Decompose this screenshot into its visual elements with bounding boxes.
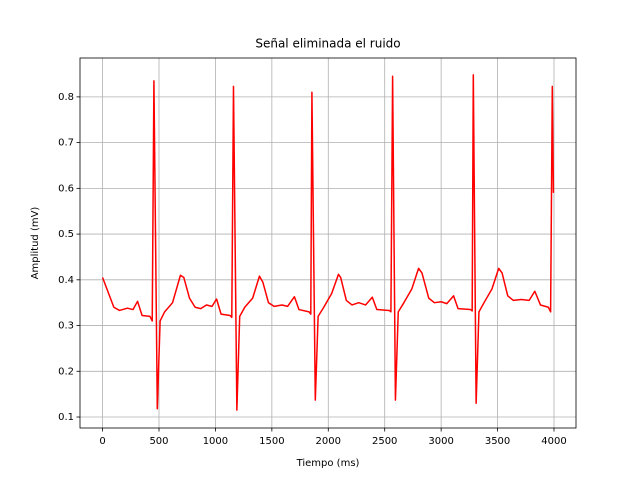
x-tick-label: 4000 [541, 436, 566, 447]
x-tick-label: 3000 [428, 436, 453, 447]
x-tick-label: 3500 [485, 436, 510, 447]
x-tick-label: 0 [99, 436, 105, 447]
x-tick-label: 1000 [203, 436, 228, 447]
y-axis-label: Amplitud (mV) [30, 207, 41, 280]
y-tick-label: 0.8 [58, 92, 74, 103]
y-tick-label: 0.6 [58, 183, 74, 194]
grid-layer [80, 58, 576, 428]
line-series [101, 74, 555, 411]
x-tick-label: 2500 [372, 436, 397, 447]
y-tick-label: 0.2 [58, 366, 74, 377]
x-tick-label: 2000 [316, 436, 341, 447]
y-tick-label: 0.5 [58, 229, 74, 240]
x-tick-label: 500 [149, 436, 168, 447]
y-tick-label: 0.3 [58, 321, 74, 332]
x-axis-label: Tiempo (ms) [296, 458, 360, 469]
y-tick-label: 0.7 [58, 138, 74, 149]
chart-title: Señal eliminada el ruido [255, 37, 400, 51]
y-tick-label: 0.4 [58, 275, 74, 286]
x-tick-label: 1500 [259, 436, 284, 447]
plot-layer [101, 74, 555, 411]
y-tick-label: 0.1 [58, 412, 74, 423]
